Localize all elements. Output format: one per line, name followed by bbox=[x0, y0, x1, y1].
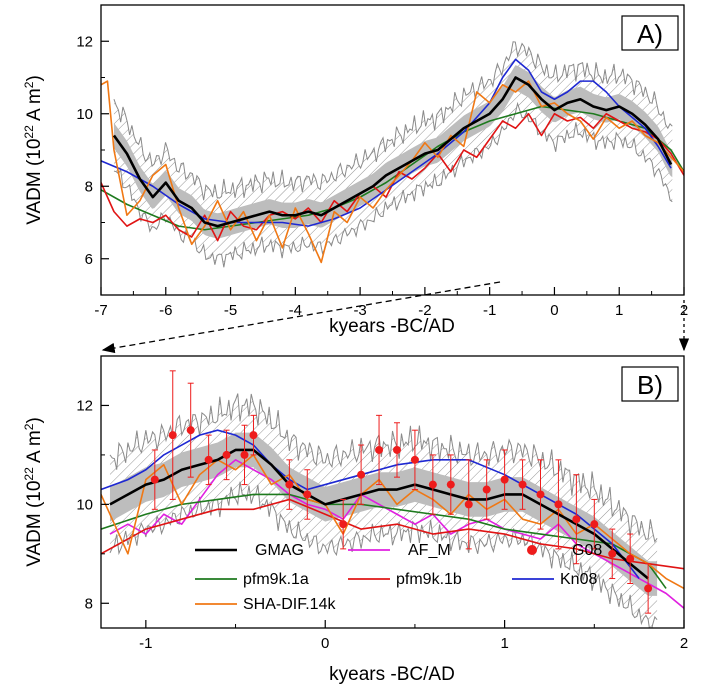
g08-point bbox=[626, 554, 635, 563]
legend-label: SHA-DIF.14k bbox=[243, 596, 336, 613]
y-tick-label: 8 bbox=[85, 178, 93, 195]
g08-point bbox=[222, 450, 231, 459]
series-line-af-m bbox=[109, 459, 684, 609]
g08-point bbox=[303, 490, 312, 499]
x-tick-label: -4 bbox=[289, 302, 302, 319]
envelope-upper bbox=[109, 393, 658, 543]
panel-a-ylabel: VADM (1022 A m2) bbox=[22, 75, 45, 225]
legend-label: GMAG bbox=[255, 542, 304, 559]
panel-a-envelope bbox=[113, 41, 673, 268]
x-tick-label: -7 bbox=[94, 302, 107, 319]
panel-b-legend: GMAG AF_M G08 pfm9k.1a pfm9k.1b Kn08 SHA-DIF.1… bbox=[195, 542, 602, 613]
g08-point bbox=[644, 584, 653, 593]
legend-label: pfm9k.1a bbox=[243, 571, 309, 588]
x-tick-label: -5 bbox=[224, 302, 237, 319]
panel-a-series bbox=[101, 58, 684, 264]
envelope-upper bbox=[113, 41, 673, 201]
legend-label: AF_M bbox=[408, 542, 451, 559]
x-tick-label: 0 bbox=[550, 302, 558, 319]
panel-a-xlabel: kyears -BC/AD bbox=[329, 316, 455, 337]
g08-point bbox=[240, 450, 249, 459]
y-tick-label: 10 bbox=[76, 496, 93, 513]
panel-b-points bbox=[150, 370, 653, 614]
g08-point bbox=[285, 480, 294, 489]
x-tick-label: -2 bbox=[418, 302, 431, 319]
g08-point bbox=[392, 445, 401, 454]
g08-point bbox=[150, 475, 159, 484]
legend-label: pfm9k.1b bbox=[396, 571, 462, 588]
x-tick-label: -1 bbox=[483, 302, 496, 319]
series-line-gmag bbox=[112, 76, 673, 228]
g08-point bbox=[464, 500, 473, 509]
g08-point bbox=[500, 475, 509, 484]
panel-b-frame bbox=[100, 355, 685, 629]
y-tick-label: 12 bbox=[76, 397, 93, 414]
envelope-hatch bbox=[113, 41, 673, 268]
legend-label: Kn08 bbox=[560, 571, 597, 588]
g08-point bbox=[608, 549, 617, 558]
legend-marker bbox=[527, 545, 537, 555]
envelope-lower bbox=[109, 481, 658, 628]
g08-point bbox=[375, 445, 384, 454]
x-tick-label: 0 bbox=[321, 635, 329, 652]
g08-point bbox=[536, 490, 545, 499]
y-tick-label: 12 bbox=[76, 33, 93, 50]
panel-b-label-box: B) bbox=[621, 366, 679, 402]
panel-b-ylabel: VADM (1022 A m2) bbox=[22, 417, 45, 567]
x-tick-label: 1 bbox=[615, 302, 623, 319]
x-tick-label: -1 bbox=[139, 635, 152, 652]
y-tick-label: 8 bbox=[85, 595, 93, 612]
x-tick-label: 2 bbox=[680, 635, 688, 652]
g08-point bbox=[554, 500, 563, 509]
g08-point bbox=[410, 455, 419, 464]
envelope-lower bbox=[113, 101, 673, 268]
zoom-arrow-left bbox=[101, 281, 501, 354]
g08-point bbox=[168, 431, 177, 440]
y-tick-label: 6 bbox=[85, 251, 93, 268]
g08-point bbox=[518, 480, 527, 489]
g08-point bbox=[204, 455, 213, 464]
panel-b-label: B) bbox=[637, 370, 663, 400]
legend-label: G08 bbox=[572, 542, 602, 559]
series-line-pfm9k-1a bbox=[101, 105, 684, 231]
panel-b-xlabel: kyears -BC/AD bbox=[329, 664, 455, 685]
g08-point bbox=[357, 470, 366, 479]
x-tick-label: 1 bbox=[500, 635, 508, 652]
series-line-pfm9k-1a bbox=[101, 493, 667, 589]
g08-point bbox=[339, 520, 348, 529]
g08-point bbox=[590, 520, 599, 529]
panel-a-label-box: A) bbox=[621, 15, 679, 51]
x-tick-label: 2 bbox=[680, 302, 688, 319]
g08-point bbox=[482, 485, 491, 494]
y-tick-label: 10 bbox=[76, 106, 93, 123]
panel-a-label: A) bbox=[637, 19, 663, 49]
g08-point bbox=[186, 426, 195, 435]
series-line-sha-dif-14k bbox=[101, 454, 684, 590]
x-tick-label: -6 bbox=[159, 302, 172, 319]
g08-point bbox=[446, 480, 455, 489]
envelope-band bbox=[109, 432, 658, 596]
series-line-pfm9k-1b bbox=[101, 498, 684, 570]
g08-point bbox=[572, 515, 581, 524]
series-line-sha-dif-14k bbox=[101, 80, 684, 264]
g08-point bbox=[428, 480, 437, 489]
g08-point bbox=[249, 431, 258, 440]
